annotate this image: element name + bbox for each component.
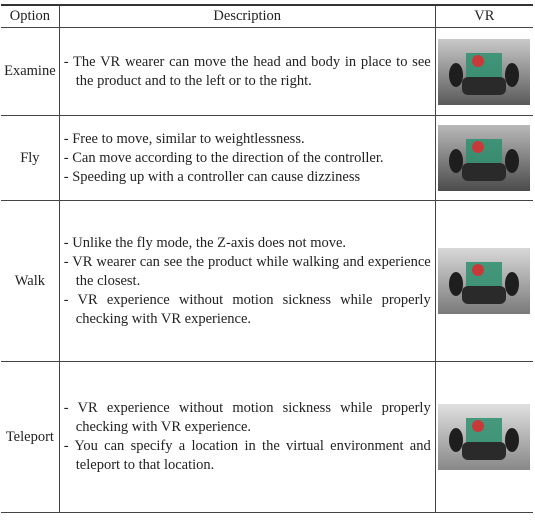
description-item: - The VR wearer can move the head and bo…: [63, 53, 431, 89]
vr-screenshot: [437, 248, 530, 314]
description-item: - Can move according to the direction of…: [63, 149, 384, 166]
options-table: Option Description VR Examine - The VR wear…: [1, 4, 533, 513]
column-header: Option: [1, 4, 60, 28]
vr-screenshot: [437, 38, 530, 105]
description-item: - VR experience without motion sickness …: [63, 291, 431, 327]
description-cell: - The VR wearer can move the head and bo…: [58, 27, 436, 116]
table-row: Teleport - VR experience without motion s…: [1, 361, 533, 513]
table-row: Examine - The VR wearer can move the head…: [1, 27, 533, 116]
vr-cell: [434, 27, 533, 116]
option-cell: Fly: [1, 115, 60, 201]
table-row: Fly - Free to move, similar to weightless…: [1, 115, 533, 201]
vr-cell: [434, 200, 533, 362]
column-header: Description: [58, 4, 436, 28]
option-cell: Walk: [1, 200, 60, 362]
table-row: Walk - Unlike the fly mode, the Z-axis do…: [1, 200, 533, 362]
description-cell: - Free to move, similar to weightlessnes…: [58, 115, 436, 201]
description-item: - Free to move, similar to weightlessnes…: [63, 130, 305, 147]
column-header: VR: [434, 4, 533, 28]
option-cell: Teleport: [1, 361, 60, 513]
vr-screenshot: [437, 125, 530, 191]
description-cell: - Unlike the fly mode, the Z-axis does n…: [58, 200, 436, 362]
description-item: - Unlike the fly mode, the Z-axis does n…: [63, 234, 347, 251]
description-item: - Speeding up with a controller can caus…: [63, 168, 361, 185]
vr-screenshot: [437, 404, 530, 470]
vr-cell: [434, 361, 533, 513]
option-cell: Examine: [1, 27, 60, 116]
vr-cell: [434, 115, 533, 201]
description-cell: - VR experience without motion sickness …: [58, 361, 436, 513]
description-item: - You can specify a location in the virt…: [63, 438, 431, 473]
description-item: - VR wearer can see the product while wa…: [63, 253, 431, 289]
description-item: - VR experience without motion sickness …: [63, 400, 431, 435]
